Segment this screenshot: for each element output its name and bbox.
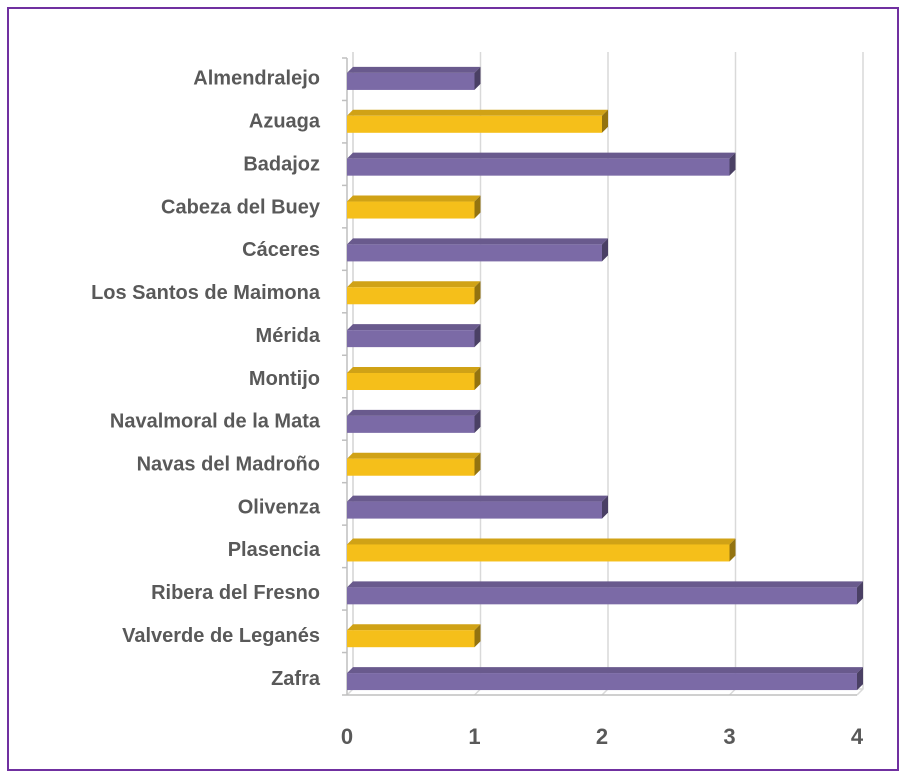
y-tick-label: Montijo [249,368,320,390]
bar-side [474,281,481,305]
y-tick-label: Badajoz [243,153,320,175]
bar-side [857,667,863,691]
bar [347,373,475,390]
y-tick-label: Almendralejo [193,68,320,90]
bar [347,458,475,476]
bar [347,330,475,348]
bar-side [729,152,736,176]
bar-top [347,452,481,459]
bar-side [474,409,481,433]
bar-side [474,66,481,90]
bar [347,115,602,133]
bar-top [347,624,481,631]
bar-side [474,624,481,648]
bar [347,201,475,219]
bar-side [474,452,481,476]
y-tick-label: Plasencia [228,539,321,561]
x-tick-label: 4 [851,724,864,749]
y-tick-label: Ribera del Fresno [151,582,320,604]
bar [347,287,475,305]
x-tick-label: 1 [468,724,480,749]
bar-top [347,281,481,288]
y-tick-label: Azuaga [249,111,321,133]
bar [347,72,475,90]
y-tick-label: Navas del Madroño [137,454,320,476]
bar [347,587,857,605]
bar-top [347,367,481,373]
bar-side [729,538,736,562]
bar-top [347,195,481,202]
bar-side [474,195,481,219]
bar-top [347,581,863,588]
y-tick-label: Valverde de Leganés [122,625,320,647]
bar-top [347,324,481,331]
y-tick-label: Zafra [271,668,321,690]
y-tick-label: Cabeza del Buey [161,196,321,218]
bar-top [347,152,736,159]
bar-top [347,495,608,502]
bar-top [347,238,608,245]
bar-side [857,581,863,605]
y-tick-label: Navalmoral de la Mata [110,411,321,433]
bar [347,501,602,519]
x-tick-label: 2 [596,724,608,749]
bar [347,673,857,691]
bar [347,244,602,262]
bar [347,158,730,176]
bar [347,544,730,562]
bar-side [602,495,608,519]
x-tick-label: 0 [341,724,353,749]
bar-top [347,409,481,416]
bar-top [347,538,736,545]
y-tick-label: Olivenza [238,496,321,518]
bar-side [474,367,481,390]
bar-side [474,324,481,348]
bar-top [347,109,608,116]
x-tick-label: 3 [723,724,735,749]
bar [347,630,475,648]
bar-top [347,66,481,73]
y-tick-label: Mérida [256,325,321,347]
y-tick-label: Cáceres [242,239,320,261]
y-tick-label: Los Santos de Maimona [91,282,321,304]
bar-side [602,238,608,262]
bar [347,415,475,433]
bar-top [347,667,863,674]
bar-side [602,109,608,133]
